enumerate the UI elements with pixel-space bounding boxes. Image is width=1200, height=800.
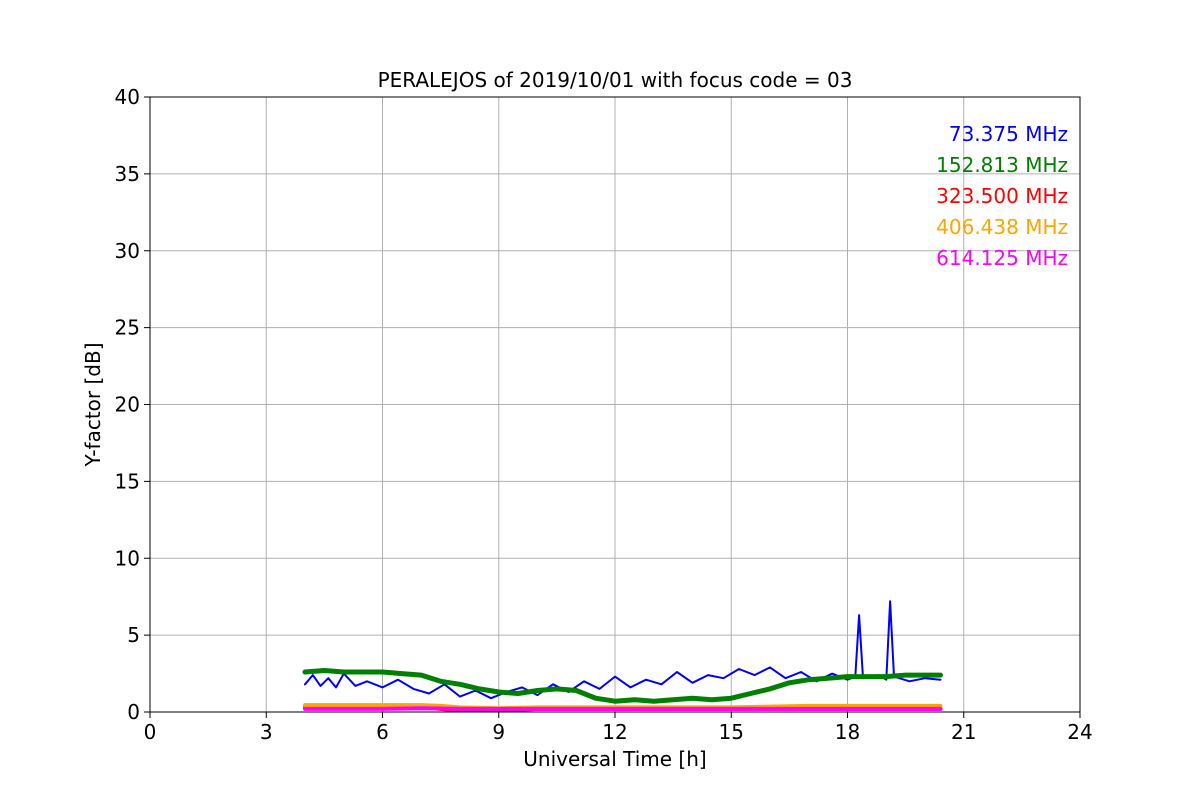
x-axis-label: Universal Time [h] <box>523 747 706 771</box>
x-tick-label: 18 <box>835 720 860 744</box>
x-tick-label: 21 <box>951 720 976 744</box>
x-tick-label: 24 <box>1067 720 1092 744</box>
legend-entry-5: 614.125 MHz <box>936 246 1068 270</box>
series-line-5 <box>303 706 943 711</box>
y-tick-label: 35 <box>115 162 140 186</box>
axis-ticks: 0 3 6 9 12 15 18 21 24 0 5 10 15 20 25 30 35 40 <box>115 85 1093 744</box>
legend-entry-2: 152.813 MHz <box>936 153 1068 177</box>
series-line-1 <box>304 600 942 700</box>
plot-series <box>302 600 943 713</box>
series-line-2 <box>302 668 943 704</box>
y-tick-label: 25 <box>115 316 140 340</box>
chart-title: PERALEJOS of 2019/10/01 with focus code … <box>378 68 853 92</box>
x-tick-label: 0 <box>144 720 157 744</box>
x-tick-label: 3 <box>260 720 273 744</box>
y-tick-label: 5 <box>127 623 140 647</box>
legend-entry-3: 323.500 MHz <box>936 184 1068 208</box>
y-axis-label: Y-factor [dB] <box>81 342 105 467</box>
y-tick-label: 15 <box>115 469 140 493</box>
legend-entry-1: 73.375 MHz <box>949 122 1068 146</box>
y-tick-label: 40 <box>115 85 140 109</box>
x-tick-label: 6 <box>376 720 389 744</box>
legend: 73.375 MHz 152.813 MHz 323.500 MHz 406.438 … <box>936 122 1068 270</box>
y-tick-label: 30 <box>115 239 140 263</box>
legend-entry-4: 406.438 MHz <box>936 215 1068 239</box>
x-tick-label: 15 <box>719 720 744 744</box>
x-tick-label: 9 <box>492 720 505 744</box>
y-tick-label: 10 <box>115 546 140 570</box>
x-tick-label: 12 <box>602 720 627 744</box>
y-tick-label: 20 <box>115 393 140 417</box>
y-tick-label: 0 <box>127 700 140 724</box>
